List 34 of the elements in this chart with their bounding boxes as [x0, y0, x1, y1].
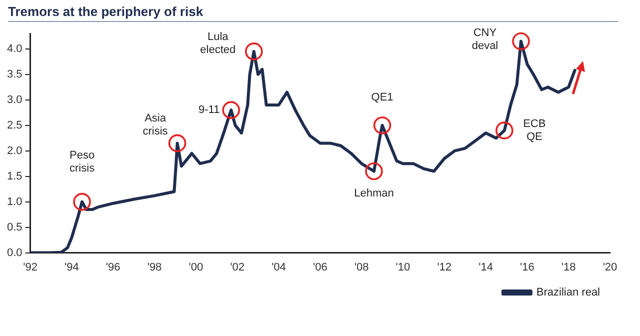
- annotation: Lula elected: [200, 30, 236, 56]
- annotation: QE1: [371, 91, 394, 104]
- annotation: Asia crisis: [142, 112, 168, 138]
- x-tick-label: '10: [396, 261, 410, 274]
- x-tick-label: '92: [23, 261, 38, 274]
- y-tick-label: 0.5: [6, 221, 22, 234]
- chart-title: Tremors at the periphery of risk: [8, 4, 204, 19]
- x-tick-label: '06: [312, 261, 328, 274]
- y-tick-label: 2.5: [6, 119, 22, 132]
- annotation: Lehman: [354, 187, 394, 200]
- y-tick-label: 1.5: [6, 170, 22, 182]
- annotation: ECB QE: [523, 118, 546, 143]
- x-tick-label: '00: [188, 261, 204, 274]
- x-tick-label: '14: [478, 261, 493, 274]
- x-tick-label: '04: [272, 261, 286, 274]
- x-tick-label: '16: [520, 261, 534, 274]
- x-tick-label: '18: [561, 261, 576, 274]
- annotation: CNY deval: [472, 26, 498, 52]
- y-tick-label: 0.0: [6, 246, 22, 259]
- x-tick-label: '02: [230, 261, 244, 274]
- y-tick-label: 2.0: [6, 144, 22, 157]
- x-tick-label: '08: [354, 261, 369, 274]
- x-tick-label: '20: [602, 261, 618, 274]
- y-tick-label: 3.5: [6, 68, 22, 80]
- x-tick-label: '98: [147, 261, 162, 274]
- y-tick-label: 4.0: [6, 42, 22, 55]
- annotation: 9-11: [198, 104, 220, 116]
- annotation: Peso crisis: [70, 149, 96, 174]
- x-tick-label: '96: [106, 261, 120, 274]
- y-tick-label: 1.0: [6, 196, 22, 208]
- x-tick-label: '94: [64, 261, 79, 274]
- x-tick-label: '12: [437, 261, 452, 274]
- legend-label: Brazilian real: [536, 286, 600, 299]
- y-tick-label: 3.0: [6, 94, 22, 106]
